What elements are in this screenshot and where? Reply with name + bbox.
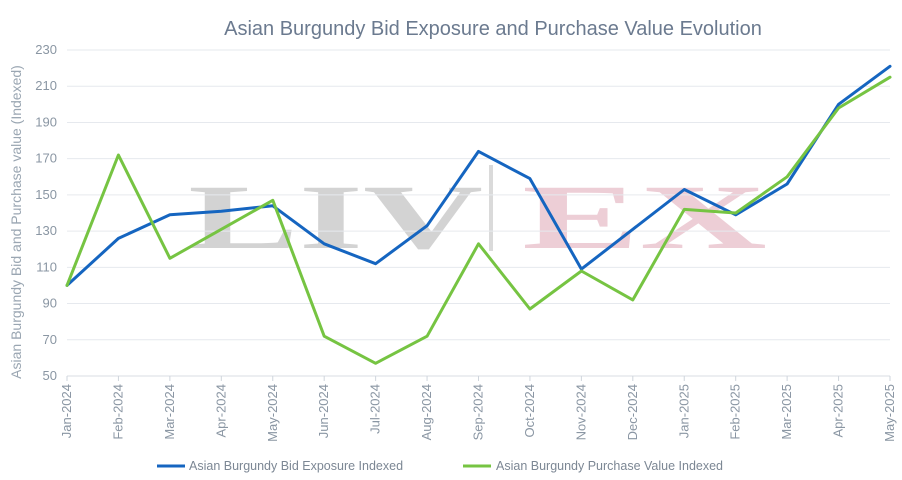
y-tick-label: 90: [43, 296, 57, 311]
x-tick-label: Nov-2024: [573, 384, 588, 440]
y-tick-label: 130: [35, 223, 57, 238]
y-tick-label: 210: [35, 78, 57, 93]
series-lines: [65, 64, 892, 365]
x-tick-label: Mar-2024: [162, 384, 177, 440]
x-tick-label: May-2024: [265, 384, 280, 442]
grid-lines: [67, 49, 890, 377]
x-tick-label: Apr-2024: [213, 384, 228, 437]
svg-text:LIV: LIV: [188, 166, 483, 268]
legend-label: Asian Burgundy Bid Exposure Indexed: [189, 459, 403, 473]
legend: Asian Burgundy Bid Exposure Indexed Asian…: [157, 459, 723, 473]
y-tick-label: 150: [35, 187, 57, 202]
x-tick-label: Sep-2024: [471, 384, 486, 440]
y-tick-label: 110: [36, 259, 57, 274]
legend-item: Asian Burgundy Bid Exposure Indexed: [157, 459, 403, 473]
x-tick-label: Jul-2024: [368, 384, 383, 434]
x-tick-label: Feb-2025: [728, 384, 743, 440]
x-tick-label: May-2025: [882, 384, 897, 442]
y-tick-label: 50: [43, 368, 57, 383]
y-axis-ticks: 50 70 90 110 130 150 170 190 210 230: [35, 42, 57, 383]
y-tick-label: 190: [35, 114, 57, 129]
x-tick-label: Feb-2024: [110, 384, 125, 440]
legend-item: Asian Burgundy Purchase Value Indexed: [463, 459, 723, 473]
x-tick-label: Apr-2025: [831, 384, 846, 437]
x-tick-label: Jan-2024: [59, 384, 74, 438]
x-tick-label: Jan-2025: [676, 384, 691, 438]
x-tick-label: Oct-2024: [522, 384, 537, 437]
y-axis-label: Asian Burgundy Bid and Purchase value (I…: [8, 65, 24, 379]
legend-label: Asian Burgundy Purchase Value Indexed: [496, 459, 723, 473]
series-line-bid-exposure: [65, 64, 892, 287]
series-line-purchase-value: [65, 75, 892, 365]
y-tick-label: 230: [35, 42, 57, 57]
x-tick-label: Aug-2024: [419, 384, 434, 440]
svg-text:EX: EX: [522, 166, 767, 268]
x-axis-ticks: Jan-2024 Feb-2024 Mar-2024 Apr-2024 May-2024…: [59, 376, 897, 442]
y-tick-label: 70: [43, 332, 57, 347]
x-tick-label: Mar-2025: [779, 384, 794, 440]
chart-title: Asian Burgundy Bid Exposure and Purchase…: [224, 18, 762, 40]
y-tick-label: 170: [35, 151, 57, 166]
x-tick-label: Jun-2024: [316, 384, 331, 438]
x-tick-label: Dec-2024: [625, 384, 640, 440]
